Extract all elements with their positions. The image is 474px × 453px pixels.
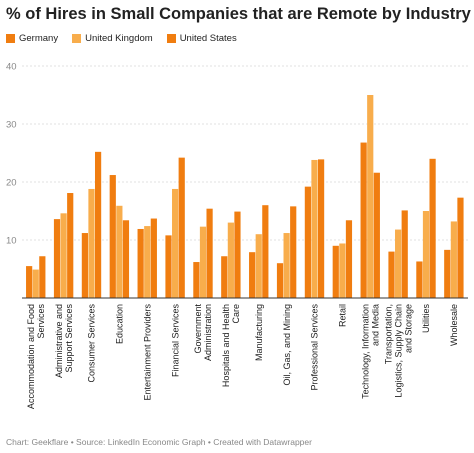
legend-swatch-germany: [6, 33, 15, 43]
x-tick-label-financial-services: Financial Services: [170, 304, 180, 378]
bar-united-kingdom-government-administration: [199, 226, 207, 298]
y-tick-label-10: 10: [6, 236, 17, 247]
bar-united-kingdom-oil-gas-and-mining: [283, 233, 290, 298]
x-tick-label-utilities: Utilities: [421, 304, 431, 334]
bar-germany-education: [109, 175, 116, 298]
bar-united-states-hospitals-and-health-care: [234, 211, 241, 298]
bar-united-states-technology-information-and-media: [373, 172, 380, 298]
bar-united-states-consumer-services: [94, 151, 102, 298]
bar-united-states-entertainment-providers: [150, 218, 157, 298]
bar-united-kingdom-transportation-logistics-supply-chain-and-storage: [395, 229, 402, 298]
bar-germany-retail: [332, 245, 339, 298]
bar-germany-wholesale: [444, 249, 451, 298]
bar-united-kingdom-administrative-and-support-services: [60, 213, 67, 298]
bar-united-states-education: [122, 220, 130, 298]
x-tick-label-oil-gas-and-mining: Oil, Gas, and Mining: [282, 304, 292, 386]
bar-united-states-accommodation-and-food-services: [39, 256, 46, 298]
bar-germany-oil-gas-and-mining: [276, 263, 284, 298]
chart-legend: Germany United Kingdom United States: [6, 31, 251, 45]
bar-germany-technology-information-and-media: [360, 142, 367, 298]
bar-germany-entertainment-providers: [137, 228, 144, 298]
bar-united-states-financial-services: [178, 157, 185, 298]
bar-germany-utilities: [416, 261, 423, 298]
legend-item-united-kingdom: United Kingdom: [72, 33, 153, 44]
x-tick-label-retail: Retail: [338, 304, 348, 327]
bar-united-kingdom-utilities: [422, 211, 430, 298]
y-tick-label-20: 20: [6, 178, 17, 189]
bar-united-kingdom-professional-services: [311, 159, 318, 298]
bar-united-states-wholesale: [457, 197, 464, 298]
bar-united-states-transportation-logistics-supply-chain-and-storage: [401, 210, 408, 298]
chart-footer: Chart: Geekflare • Source: LinkedIn Econ…: [6, 437, 312, 447]
x-tick-label-consumer-services: Consumer Services: [87, 304, 97, 383]
x-tick-label-government-administration: GovernmentAdministration: [193, 304, 213, 362]
bar-united-kingdom-retail: [339, 243, 346, 298]
bar-united-kingdom-hospitals-and-health-care: [227, 222, 234, 298]
x-tick-label-wholesale: Wholesale: [449, 304, 459, 346]
x-tick-label-entertainment-providers: Entertainment Providers: [142, 304, 152, 401]
legend-label-united-states: United States: [179, 32, 237, 44]
bar-united-states-professional-services: [317, 159, 325, 298]
bar-united-states-utilities: [429, 158, 436, 298]
y-tick-label-30: 30: [6, 120, 17, 131]
x-tick-label-technology-information-and-media: Technology, Informationand Media: [360, 304, 380, 399]
bar-germany-government-administration: [193, 262, 200, 298]
x-tick-label-hospitals-and-health-care: Hospitals and HealthCare: [221, 304, 241, 387]
bar-united-kingdom-technology-information-and-media: [367, 95, 374, 298]
bar-united-kingdom-entertainment-providers: [144, 226, 151, 298]
legend-label-united-kingdom: United Kingdom: [85, 32, 153, 44]
bar-united-states-manufacturing: [262, 205, 269, 298]
legend-label-germany: Germany: [19, 32, 59, 44]
bar-germany-administrative-and-support-services: [53, 219, 61, 298]
legend-item-united-states: United States: [166, 32, 237, 44]
bar-united-kingdom-consumer-services: [88, 188, 95, 298]
bar-united-kingdom-accommodation-and-food-services: [32, 269, 39, 298]
bar-united-states-government-administration: [206, 208, 213, 298]
bar-germany-consumer-services: [81, 233, 88, 298]
bar-united-kingdom-financial-services: [172, 188, 179, 298]
bar-germany-professional-services: [304, 186, 311, 298]
bar-germany-accommodation-and-food-services: [26, 266, 33, 298]
bar-germany-transportation-logistics-supply-chain-and-storage: [388, 251, 395, 298]
x-tick-label-accommodation-and-food-services: Accommodation and FoodServices: [26, 304, 46, 410]
x-tick-label-administrative-and-support-services: Administrative andSupport Services: [54, 304, 74, 379]
legend-swatch-united-states: [166, 33, 176, 43]
x-tick-label-education: Education: [115, 304, 125, 344]
x-tick-label-professional-services: Professional Services: [310, 304, 320, 391]
legend-item-germany: Germany: [6, 33, 58, 44]
bar-united-kingdom-wholesale: [450, 221, 457, 298]
x-tick-label-transportation-logistics-supply-chain-and-storage: Transportation,Logistics, Supply Chainan…: [383, 304, 413, 398]
legend-swatch-united-kingdom: [72, 33, 82, 43]
bar-germany-financial-services: [165, 235, 172, 298]
bar-united-kingdom-education: [116, 205, 123, 298]
x-tick-label-manufacturing: Manufacturing: [254, 304, 264, 361]
bar-germany-hospitals-and-health-care: [221, 256, 228, 298]
bar-united-states-administrative-and-support-services: [67, 193, 74, 298]
y-tick-label-40: 40: [6, 62, 17, 73]
bar-united-kingdom-manufacturing: [255, 234, 262, 298]
bar-united-states-retail: [345, 220, 353, 298]
bar-germany-manufacturing: [249, 252, 256, 298]
chart-title: % of Hires in Small Companies that are R…: [6, 5, 471, 23]
bar-united-states-oil-gas-and-mining: [290, 206, 297, 298]
